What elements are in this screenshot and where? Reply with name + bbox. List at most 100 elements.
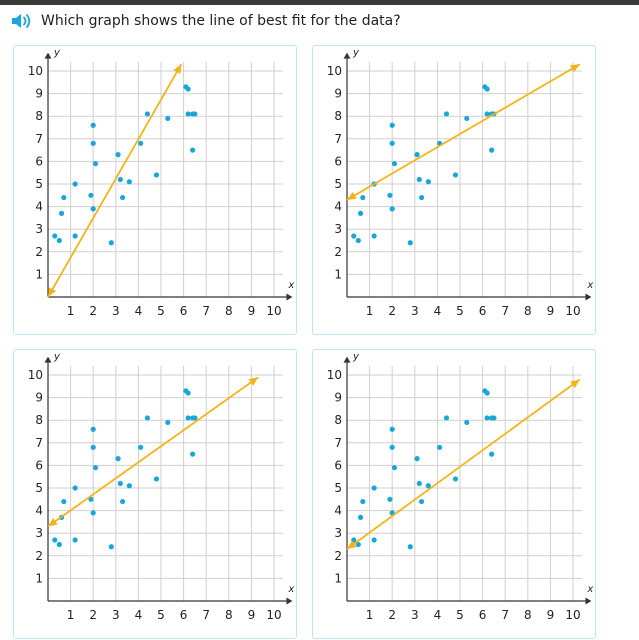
data-point [357,514,364,520]
answer-choice-c[interactable]: 1 2 3 4 5 6 7 8 9 10 1 2 3 4 5 6 7 8 9 10 x y [13,349,297,639]
data-point [90,122,96,128]
y-tick-label: 5 [334,481,342,495]
x-tick-label: 3 [411,608,419,622]
x-axis-label: x [287,280,294,291]
y-tick-label: 3 [334,526,342,540]
answer-choice-d[interactable]: 1 2 3 4 5 6 7 8 9 10 1 2 3 4 5 6 7 8 9 10 x y [312,349,596,639]
line-arrow-start [347,191,357,200]
y-tick-label: 6 [35,458,43,472]
x-tick-label: 1 [366,304,374,318]
y-tick-label: 10 [28,64,43,78]
y-axis-label: y [352,48,360,59]
y-tick-label: 2 [334,245,342,259]
data-point [115,152,121,158]
data-point [126,483,132,489]
x-tick-label: 4 [135,608,143,622]
x-tick-label: 8 [524,304,532,318]
x-tick-label: 10 [565,608,580,622]
data-point [360,194,366,201]
data-point [92,161,99,167]
y-tick-label: 9 [35,391,43,405]
line-arrow-end [570,379,580,389]
y-tick-label: 5 [35,481,43,495]
x-tick-label: 10 [565,304,580,318]
y-tick-label: 7 [35,436,43,450]
data-point [489,451,495,457]
x-tick-label: 1 [67,608,75,622]
y-tick-label: 3 [35,526,43,540]
data-point [185,415,191,421]
data-point [389,426,395,432]
data-point [464,115,470,122]
data-point [484,86,490,92]
data-point [425,179,431,185]
y-tick-label: 7 [334,436,342,450]
data-point [452,476,459,482]
y-tick-label: 10 [28,368,43,382]
line-arrow-start [347,540,357,550]
y-axis-label: y [53,352,61,363]
data-point [88,192,94,198]
x-tick-label: 2 [89,608,97,622]
x-tick-label: 4 [434,608,442,622]
speaker-icon[interactable] [10,11,36,31]
data-point [185,390,191,396]
data-point [90,206,96,212]
data-point [185,111,191,117]
data-point [108,240,114,246]
data-point [443,415,450,421]
x-tick-label: 5 [157,304,165,318]
grid [48,61,284,297]
data-point [138,140,144,146]
data-point [190,451,196,457]
data-point [416,176,422,183]
line-of-fit [47,63,183,298]
data-point [88,496,94,502]
line-arrow-end [248,377,259,386]
x-tick-label: 8 [225,304,233,318]
x-tick-label: 10 [266,608,281,622]
data-point [484,111,490,117]
data-point [165,419,171,426]
data-point [185,86,191,92]
data-point [489,147,495,153]
data-point [90,444,96,450]
question-header: Which graph shows the line of best fit f… [10,10,401,32]
data-point [484,415,490,421]
y-tick-label: 4 [35,504,43,518]
x-tick-label: 4 [434,304,442,318]
x-axis-label: x [586,584,593,595]
y-tick-label: 4 [334,504,342,518]
x-tick-label: 3 [112,304,120,318]
data-point [144,415,151,421]
x-tick-label: 7 [202,304,210,318]
y-tick-label: 1 [334,267,342,281]
answer-choice-b[interactable]: 1 2 3 4 5 6 7 8 9 10 1 2 3 4 5 6 7 8 9 10 x y [312,45,596,335]
data-point [56,237,62,244]
data-point [387,192,393,198]
y-tick-label: 9 [334,391,342,405]
line-arrow-start [48,517,58,527]
x-tick-label: 10 [266,304,281,318]
data-point [491,415,497,421]
data-point [192,111,198,117]
answer-choice-a[interactable]: 1 2 3 4 5 6 7 8 9 10 1 2 3 4 5 6 7 8 9 10 x y [13,45,297,335]
x-tick-label: 2 [89,304,97,318]
line-arrow-start [48,287,56,297]
data-point [391,465,398,471]
y-tick-label: 6 [334,154,342,168]
data-point [52,233,58,239]
data-point [115,456,121,462]
y-tick-label: 3 [35,222,43,236]
data-point [117,176,123,183]
data-point [371,537,377,543]
x-tick-label: 9 [248,608,256,622]
y-axis-label: y [53,48,61,59]
line-of-fit [47,376,259,528]
data-point [351,233,357,239]
data-point [72,181,78,187]
data-point [387,496,393,502]
x-axis-label: x [287,584,294,595]
data-point [391,161,398,167]
